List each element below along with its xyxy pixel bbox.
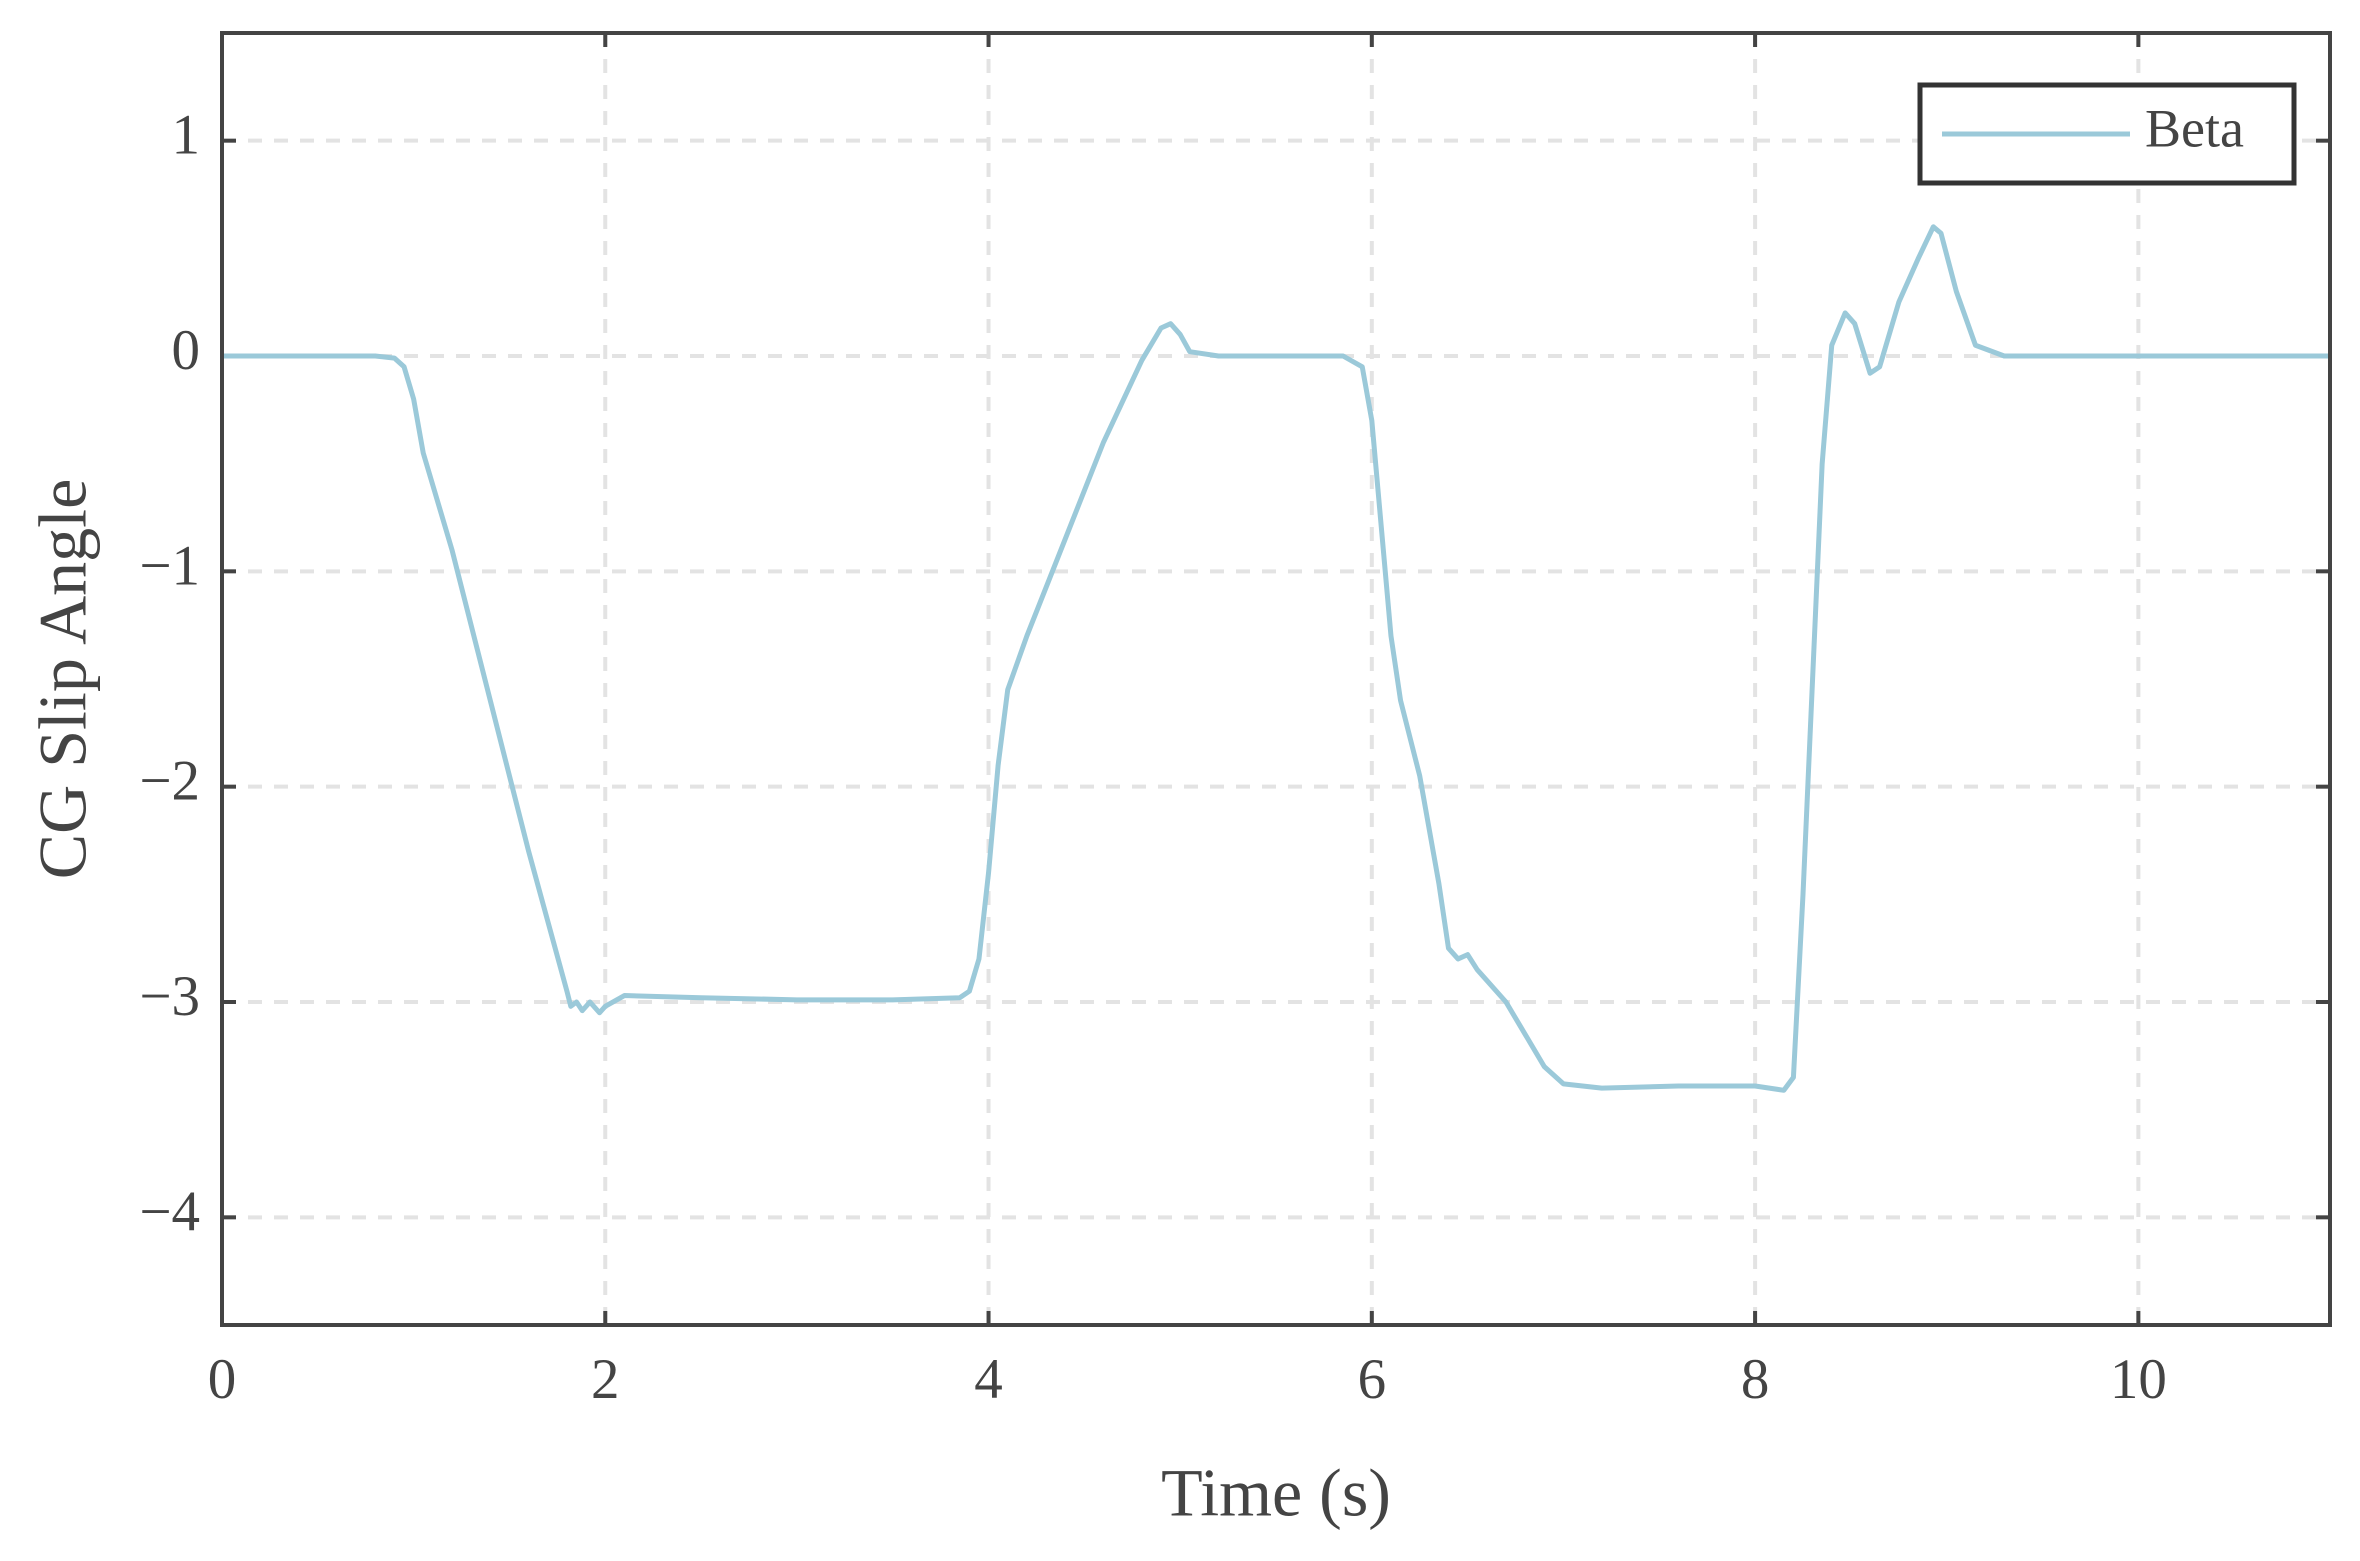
x-tick-label: 2 [591, 1348, 620, 1411]
y-tick-label: −2 [139, 750, 200, 813]
y-tick-label: 1 [172, 104, 201, 167]
data-line [222, 224, 2330, 1093]
x-tick-label: 0 [208, 1348, 237, 1411]
x-axis-label: Time (s) [1161, 1455, 1391, 1531]
x-tick-label: 10 [2110, 1348, 2167, 1411]
plot-frame [220, 31, 2332, 1327]
y-axis-label: CG Slip Angle [25, 479, 101, 880]
y-tick-label: 0 [172, 319, 201, 382]
legend-label: Beta [2145, 98, 2244, 158]
y-tick-label: −4 [139, 1180, 200, 1243]
x-tick-label: 4 [974, 1348, 1003, 1411]
x-tick-label: 8 [1741, 1348, 1770, 1411]
y-tick-label: −1 [139, 534, 200, 597]
y-tick-label: −3 [139, 965, 200, 1028]
x-tick-label: 6 [1358, 1348, 1387, 1411]
